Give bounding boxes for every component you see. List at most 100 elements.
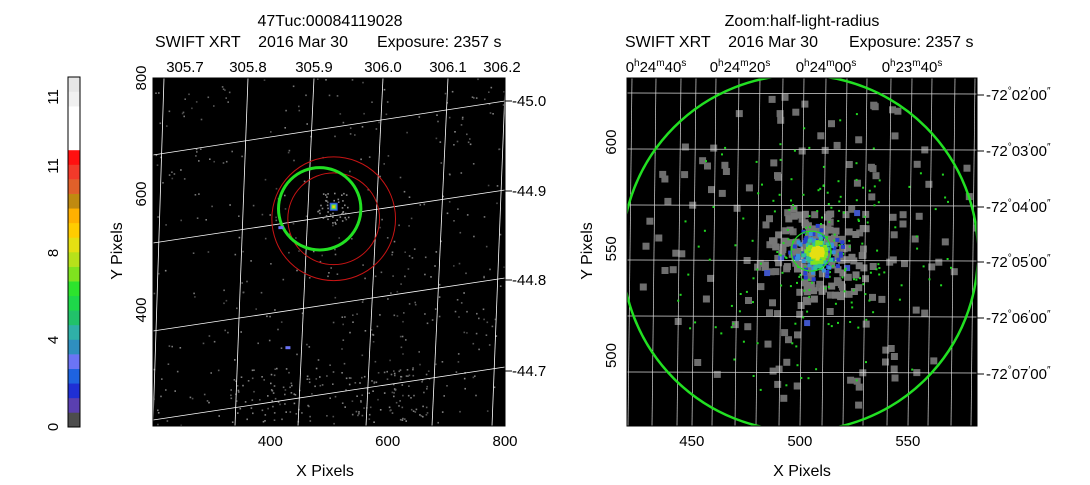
subtitle-right-exposure: Exposure: 2357 s [849, 34, 974, 51]
core-pixel [825, 274, 830, 279]
noise-pixel [472, 342, 475, 345]
left-x-axis-label: X Pixels [296, 463, 354, 480]
photon-point [755, 160, 758, 163]
noise-pixel [288, 371, 290, 374]
core-pixel [832, 246, 837, 251]
noise-pixel [176, 370, 179, 373]
pixel-block [810, 295, 818, 303]
noise-pixel [168, 345, 171, 347]
noise-pixel [368, 392, 370, 394]
noise-pixel [488, 91, 490, 93]
noise-pixel [288, 251, 290, 254]
photon-point [865, 361, 867, 364]
pixel-block [928, 263, 936, 271]
noise-pixel [412, 368, 414, 371]
noise-pixel [271, 390, 274, 392]
pixel-block [842, 211, 850, 219]
colorbar-cell [68, 237, 80, 253]
pixel-block [826, 308, 834, 315]
noise-pixel [361, 301, 364, 303]
noise-pixel [272, 405, 274, 408]
noise-pixel [495, 335, 498, 337]
noise-pixel [273, 419, 276, 421]
pixel-block [757, 283, 765, 291]
noise-pixel [261, 213, 264, 216]
noise-pixel [228, 91, 231, 94]
colorbar-cell [68, 383, 80, 399]
noise-pixel [389, 359, 391, 362]
noise-pixel [308, 381, 311, 384]
noise-pixel [295, 237, 297, 239]
photon-point [799, 273, 802, 276]
core-pixel [806, 246, 810, 251]
photon-point [781, 271, 784, 274]
noise-pixel [329, 364, 331, 366]
noise-pixel [412, 367, 414, 369]
core-pixel [819, 228, 824, 233]
ra-tick-label: 305.8 [229, 59, 267, 76]
pixel-block [868, 193, 876, 201]
photon-point [794, 322, 797, 325]
core-pixel [813, 260, 818, 265]
noise-pixel [373, 381, 376, 383]
photon-point [822, 165, 825, 168]
ra-grid-line [970, 78, 976, 426]
photon-point [900, 284, 903, 287]
source-halo-pixel [325, 194, 327, 196]
ra-tick-label: 0h24m00s [796, 58, 857, 76]
core-pixel [795, 256, 800, 261]
noise-pixel [496, 202, 498, 205]
pixel-block [793, 382, 801, 390]
photon-point [844, 269, 846, 272]
x-tick-label: 450 [679, 433, 704, 450]
noise-pixel [284, 127, 286, 129]
pixel-block [882, 346, 890, 354]
noise-pixel [213, 340, 216, 343]
noise-pixel [386, 237, 389, 239]
noise-pixel [162, 182, 164, 184]
photon-point [756, 342, 759, 345]
noise-pixel [342, 121, 345, 124]
noise-pixel [301, 312, 304, 315]
noise-pixel [282, 278, 285, 281]
pixel-block [781, 93, 789, 101]
noise-pixel [354, 134, 356, 136]
noise-pixel [289, 411, 292, 413]
pixel-block [825, 211, 833, 219]
source-halo-pixel [320, 204, 322, 207]
noise-pixel [473, 235, 475, 238]
photon-point [861, 242, 864, 245]
noise-pixel [348, 377, 351, 379]
pixel-block [794, 265, 801, 273]
noise-pixel [308, 378, 311, 380]
photon-point [721, 153, 723, 156]
pixel-block [784, 209, 792, 217]
noise-pixel [285, 411, 287, 413]
noise-pixel [281, 418, 283, 421]
photon-point [805, 226, 808, 229]
core-pixel [835, 237, 840, 242]
source-halo-pixel [336, 219, 338, 221]
noise-pixel [482, 308, 485, 311]
noise-pixel [195, 101, 198, 103]
noise-pixel [194, 296, 196, 298]
pixel-block [889, 106, 896, 114]
noise-pixel [375, 381, 378, 384]
pixel-block-blue [764, 270, 771, 277]
pixel-block [811, 211, 819, 219]
noise-pixel [236, 307, 238, 310]
noise-pixel [390, 373, 393, 376]
photon-point [857, 326, 860, 329]
pixel-block [639, 283, 647, 291]
ra-grid-line [755, 78, 761, 426]
photon-point [877, 263, 880, 266]
x-tick-label: 800 [492, 433, 517, 450]
photon-point [757, 192, 760, 195]
noise-pixel [250, 407, 253, 409]
noise-pixel [168, 174, 171, 176]
photon-point [865, 318, 868, 321]
pixel-block [704, 162, 711, 170]
photon-point [838, 209, 841, 212]
noise-pixel [419, 363, 421, 366]
